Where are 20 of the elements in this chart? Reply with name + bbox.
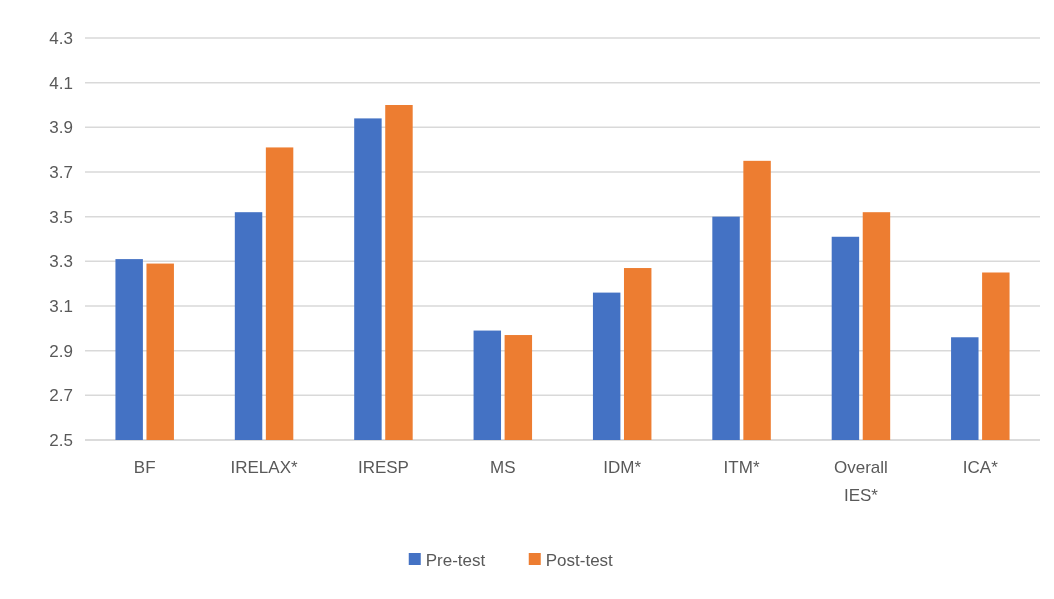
y-tick-label: 3.5 <box>49 207 73 227</box>
legend-label: Pre-test <box>425 550 486 570</box>
y-tick-label: 4.3 <box>49 28 73 48</box>
y-tick-label: 3.7 <box>49 162 73 182</box>
y-tick-label: 3.9 <box>49 118 73 138</box>
y-tick-label: 2.5 <box>49 430 73 450</box>
x-tick-label: IRESP <box>357 458 409 477</box>
y-tick-label: 3.3 <box>49 252 73 272</box>
y-tick-label: 2.9 <box>49 341 73 361</box>
y-tick-label: 2.7 <box>49 386 73 406</box>
x-tick-label: IRELAX* <box>230 458 298 477</box>
legend-label: Post-test <box>545 550 614 570</box>
x-tick-label: ITM* <box>723 458 760 477</box>
x-tick-label: Overall IES* <box>834 458 888 505</box>
y-tick-label: 3.1 <box>49 296 73 316</box>
y-tick-label: 4.1 <box>49 73 73 93</box>
x-tick-label: ICA* <box>962 458 999 477</box>
x-tick-label: MS <box>490 458 516 477</box>
x-tick-label: IDM* <box>603 458 642 477</box>
x-tick-label: BF <box>133 458 156 477</box>
